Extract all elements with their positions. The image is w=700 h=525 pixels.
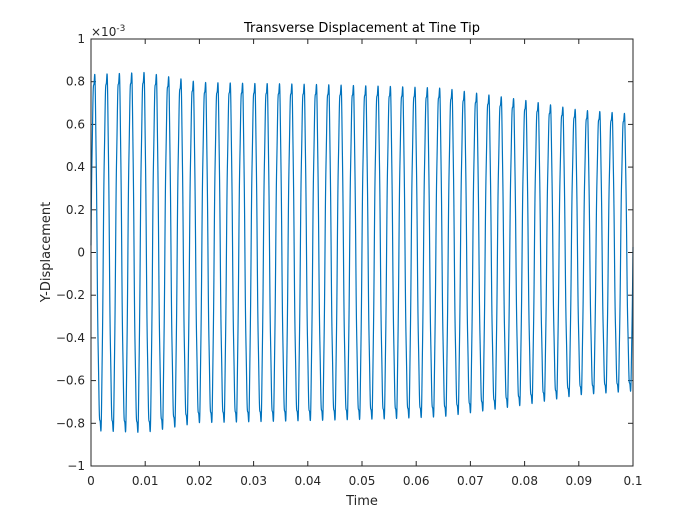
y-tick-label: 0.4 bbox=[66, 160, 85, 174]
y-tick-label: −0.2 bbox=[56, 288, 85, 302]
x-tick-label: 0 bbox=[87, 474, 95, 488]
y-exponent-label: ×10-3 bbox=[91, 24, 125, 39]
x-tick-label: 0.06 bbox=[403, 474, 430, 488]
y-tick-label: −0.6 bbox=[56, 374, 85, 388]
x-tick-label: 0.07 bbox=[457, 474, 484, 488]
y-tick-label: −0.4 bbox=[56, 331, 85, 345]
x-tick-label: 0.01 bbox=[132, 474, 159, 488]
axes-box bbox=[90, 38, 634, 467]
chart-title: Transverse Displacement at Tine Tip bbox=[243, 21, 480, 36]
y-axis-title: Y-Displacement bbox=[39, 202, 54, 303]
x-tick-label: 0.08 bbox=[511, 474, 538, 488]
series-line bbox=[90, 71, 634, 433]
x-tick-label: 0.09 bbox=[565, 474, 592, 488]
x-tick-label: 0.03 bbox=[240, 474, 267, 488]
y-tick-label: 1 bbox=[77, 32, 85, 46]
y-exponent-base: ×10 bbox=[91, 25, 116, 39]
x-tick-label: 0.05 bbox=[349, 474, 376, 488]
y-tick-label: −0.8 bbox=[56, 416, 85, 430]
x-tick-label: 0.1 bbox=[623, 474, 642, 488]
axis-ticks: 0 0.01 0.02 0.03 0.04 0.05 0.06 0.07 0.08 0.09 0.1… bbox=[56, 32, 643, 488]
x-tick-label: 0.02 bbox=[186, 474, 213, 488]
y-tick-label: 0.8 bbox=[66, 75, 85, 89]
y-tick-label: 0 bbox=[77, 246, 85, 260]
x-tick-label: 0.04 bbox=[294, 474, 321, 488]
x-axis-title: Time bbox=[345, 494, 378, 509]
y-exponent-power: -3 bbox=[116, 24, 125, 34]
y-tick-label: 0.6 bbox=[66, 117, 85, 131]
y-tick-label: −1 bbox=[67, 459, 85, 473]
y-tick-label: 0.2 bbox=[66, 203, 85, 217]
